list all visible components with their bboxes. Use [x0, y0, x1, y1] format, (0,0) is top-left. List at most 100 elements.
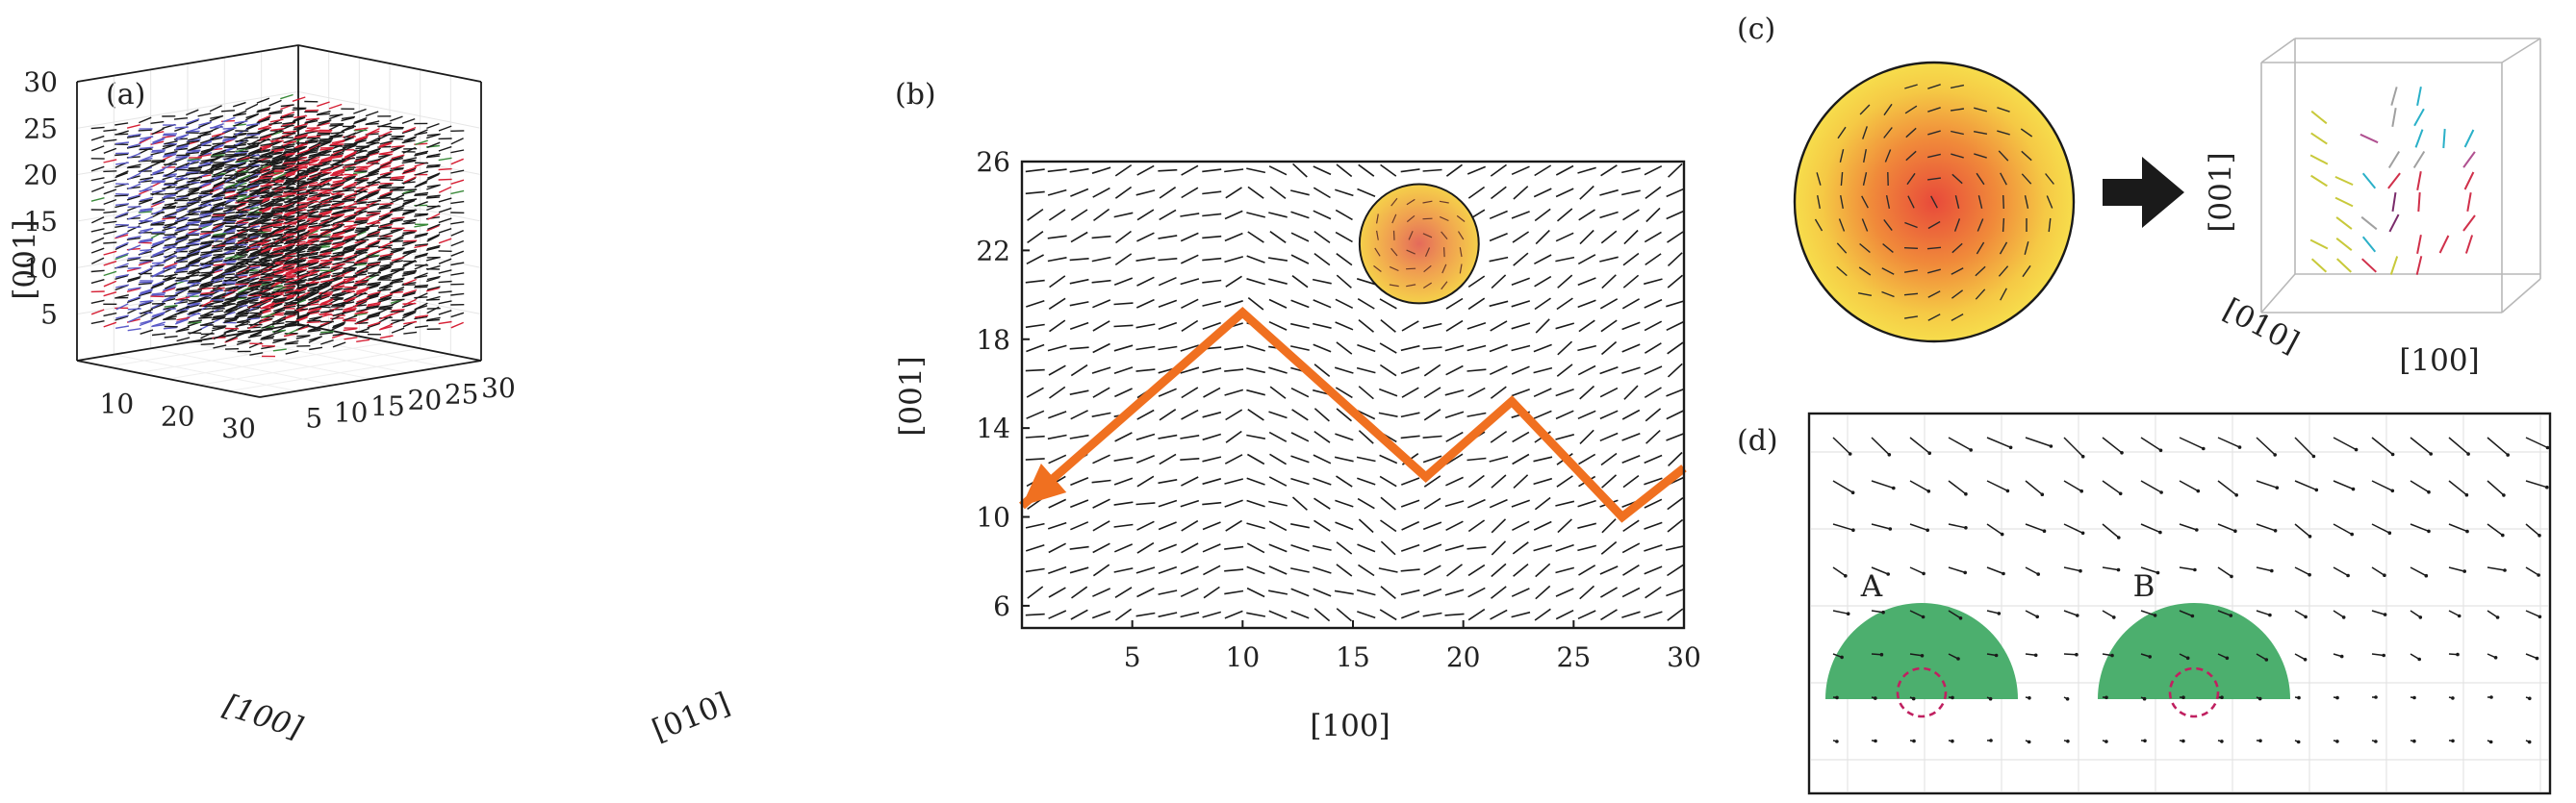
panel-a-vector — [127, 193, 141, 199]
panel-a-vector — [174, 126, 189, 129]
panel-a-vector — [235, 291, 249, 297]
panel-a-y-tick: 30 — [481, 372, 516, 404]
panel-a-vector — [403, 218, 418, 222]
panel-b-vector — [1268, 543, 1288, 553]
panel-a-vector — [176, 286, 191, 290]
panel-b-vector — [1579, 429, 1594, 444]
panel-a-vector — [209, 156, 222, 163]
panel-a-vector — [306, 238, 320, 243]
panel-d-vector-head — [2042, 529, 2047, 533]
panel-a-vector — [186, 117, 200, 124]
panel-d-vector-head — [2465, 529, 2469, 534]
panel-b-vector — [1534, 496, 1551, 511]
panel-a-vector — [309, 264, 323, 269]
panel-d-vector — [2256, 523, 2276, 532]
panel-a-vector — [282, 151, 296, 157]
panel-a-vector — [366, 305, 380, 309]
panel-b-vector — [1202, 543, 1221, 553]
panel-d-vector — [2256, 610, 2271, 616]
panel-b-vector — [1400, 543, 1420, 552]
panel-b-vector — [1202, 279, 1222, 284]
panel-a-vector — [403, 310, 418, 315]
panel-a-vector — [293, 269, 307, 274]
panel-d-vector-head — [2193, 567, 2197, 572]
panel-d-vector-head — [2374, 740, 2378, 743]
panel-a-vector — [127, 287, 141, 290]
panel-b-vector — [1135, 368, 1156, 372]
panel-b-vector — [1336, 541, 1353, 555]
panel-b-vector — [1579, 229, 1594, 245]
panel-b-vector — [1513, 186, 1529, 200]
panel-a-vector — [257, 282, 271, 286]
panel-b-vector — [1246, 367, 1265, 374]
panel-a-vector — [378, 274, 393, 280]
panel-b-vector — [1202, 300, 1222, 307]
panel-b-vector — [1490, 430, 1508, 443]
panel-b-vector — [1202, 235, 1222, 239]
panel-a-vector — [391, 277, 405, 282]
panel-a-vector — [140, 176, 154, 181]
panel-a-vector — [200, 342, 215, 345]
panel-a-vector — [268, 191, 283, 196]
panel-b-vector — [1313, 588, 1332, 597]
panel-a-vector — [90, 269, 105, 273]
panel-b-vector — [1600, 319, 1618, 333]
panel-b-vector — [1334, 590, 1354, 595]
panel-a-vector — [212, 223, 225, 231]
panel-d-vector-head — [2112, 615, 2116, 619]
panel-b-vector — [1534, 164, 1552, 177]
panel-a-vector — [438, 197, 452, 203]
panel-a-vector — [284, 268, 298, 276]
panel-a-vector — [285, 156, 299, 161]
panel-b-vector — [1422, 346, 1442, 350]
panel-a-vector — [212, 315, 226, 319]
panel-a-vector — [319, 229, 332, 237]
panel-c-schematic: (c) [001] [010] [100] — [1737, 13, 2541, 378]
panel-a-vector — [199, 180, 214, 184]
panel-a-vector — [115, 122, 129, 126]
panel-a-vector — [200, 219, 215, 223]
panel-b-xlabel: [100] — [1310, 709, 1390, 743]
panel-b-vector — [1026, 299, 1045, 308]
panel-d-vector-head — [2273, 529, 2278, 533]
panel-b-vector — [1224, 368, 1244, 372]
panel-a-vector — [213, 263, 227, 266]
panel-a-vector — [262, 251, 275, 257]
panel-a-vector — [151, 221, 166, 225]
panel-d-vector-head — [2158, 448, 2163, 453]
panel-b-vector — [1357, 343, 1376, 353]
panel-a-vector — [138, 301, 152, 307]
panel-b-vector — [1668, 163, 1683, 178]
panel-a-vector — [224, 215, 239, 219]
panel-b-vector — [1555, 543, 1574, 552]
panel-a-vector — [415, 252, 428, 258]
panel-a-vector — [139, 319, 153, 327]
panel-a-vector — [344, 150, 358, 159]
panel-a-vector — [246, 142, 261, 145]
panel-a-vector — [259, 225, 273, 231]
panel-b-vector — [1667, 341, 1684, 355]
panel-d-vector-head — [2488, 740, 2493, 744]
panel-d-vector-head — [2110, 653, 2114, 658]
panel-a-vector — [259, 133, 273, 138]
panel-b-vector — [1645, 408, 1662, 422]
panel-c-box-vector — [2462, 214, 2476, 232]
panel-d-vector — [2294, 610, 2307, 618]
panel-a-vector — [103, 241, 117, 244]
panel-a-vector — [306, 310, 320, 314]
panel-a-vector — [115, 314, 129, 319]
panel-b-vector — [1467, 474, 1485, 489]
panel-b-vector — [1202, 521, 1221, 531]
panel-a-vector — [187, 127, 201, 133]
panel-b-vector — [1491, 186, 1507, 200]
panel-c-disc-vector — [2046, 195, 2053, 209]
panel-b-vector — [1600, 540, 1618, 555]
panel-b-vector — [1047, 344, 1067, 352]
panel-a-vector — [262, 313, 275, 318]
panel-a-vector — [225, 285, 239, 290]
panel-a-vector — [236, 301, 250, 306]
panel-c-disc-vector — [1977, 195, 1983, 209]
panel-d-vector — [2179, 480, 2199, 492]
panel-a-vector — [199, 251, 213, 259]
panel-d-vector — [2333, 480, 2354, 490]
